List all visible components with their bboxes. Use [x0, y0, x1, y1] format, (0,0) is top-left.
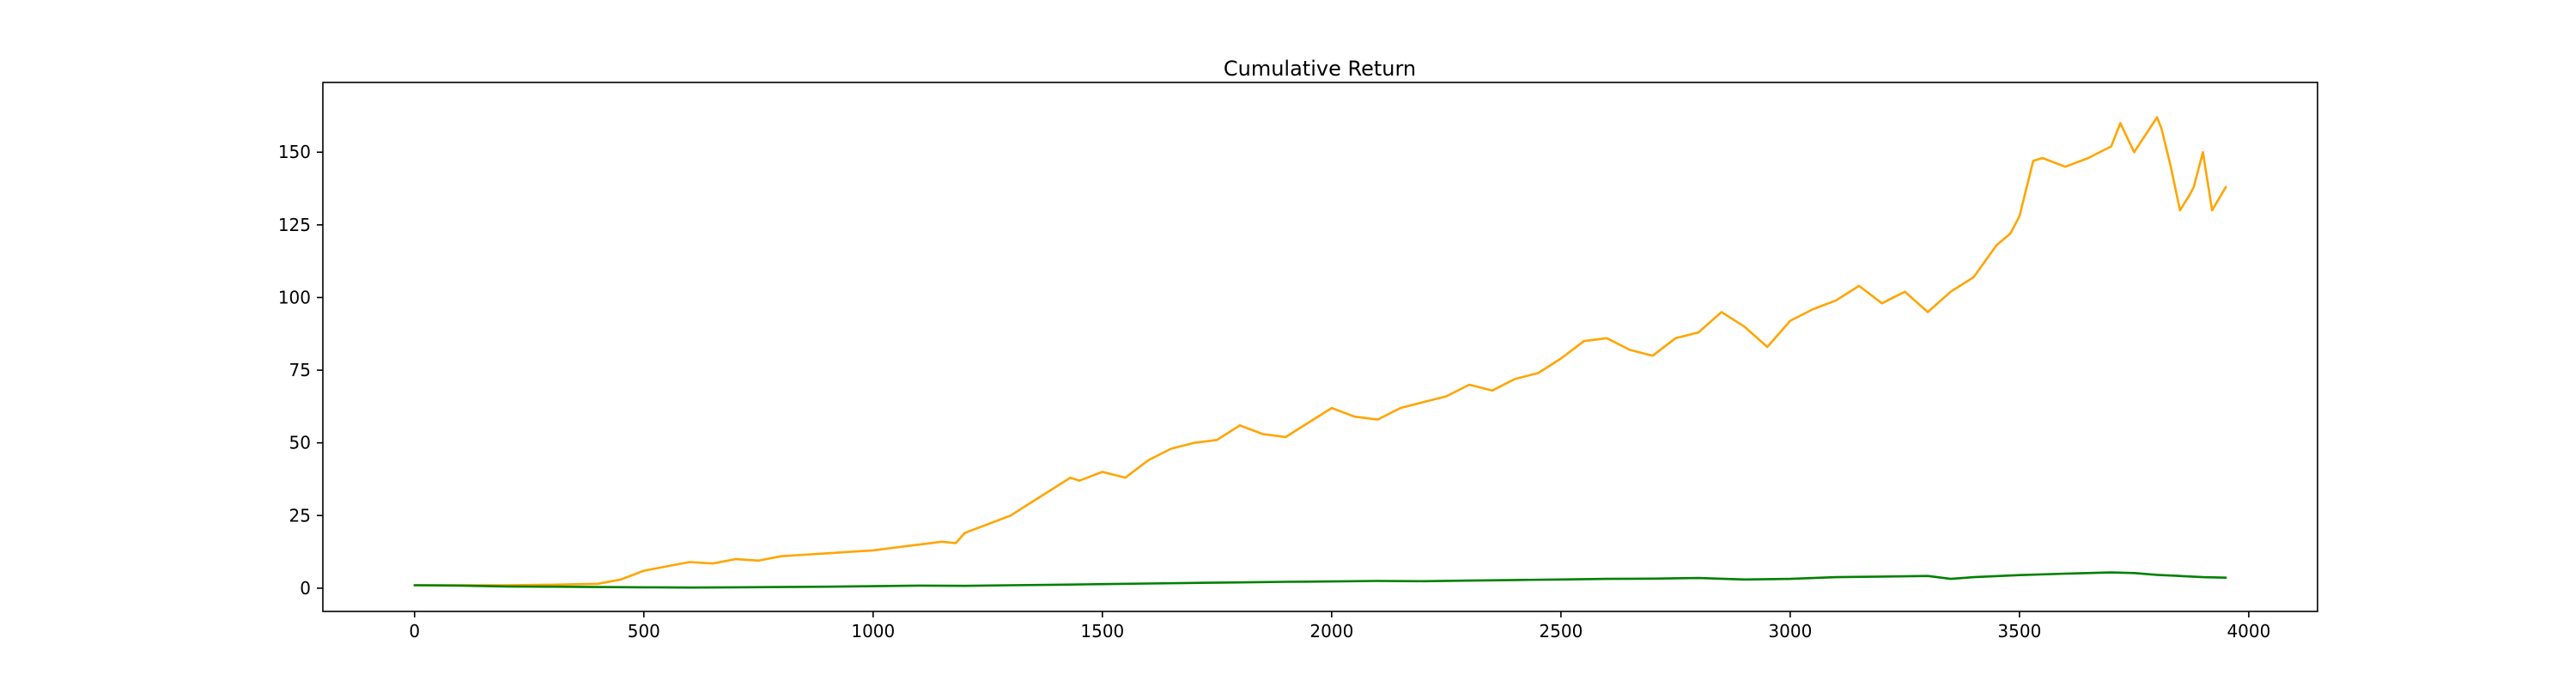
y-tick-label: 50 — [289, 433, 311, 453]
series-layer — [413, 116, 2227, 589]
y-tick-label: 75 — [289, 360, 311, 380]
y-tick-label: 25 — [289, 505, 311, 526]
x-tick-label: 1000 — [851, 621, 895, 641]
y-tick-label: 100 — [278, 287, 311, 307]
y-axis: 0 25 50 75 100 125 150 — [278, 142, 323, 599]
x-tick-label: 1500 — [1080, 621, 1124, 641]
y-tick-label: 0 — [300, 578, 311, 599]
chart-title: Cumulative Return — [1224, 57, 1416, 81]
x-tick-label: 2000 — [1309, 621, 1353, 641]
y-tick-label: 125 — [278, 215, 311, 235]
y-tick-label: 150 — [278, 142, 311, 162]
x-tick-label: 3500 — [1997, 621, 2041, 641]
x-tick-label: 2500 — [1539, 621, 1583, 641]
x-tick-label: 4000 — [2227, 621, 2270, 641]
x-tick-label: 500 — [628, 621, 660, 641]
x-axis: 0 500 1000 1500 2000 2500 3000 3500 4000 — [409, 611, 2270, 641]
series-line-1 — [413, 116, 2227, 587]
plot-frame — [322, 82, 2318, 612]
x-tick-label: 3000 — [1768, 621, 1812, 641]
x-tick-label: 0 — [409, 621, 420, 641]
series-line-2 — [413, 571, 2227, 589]
